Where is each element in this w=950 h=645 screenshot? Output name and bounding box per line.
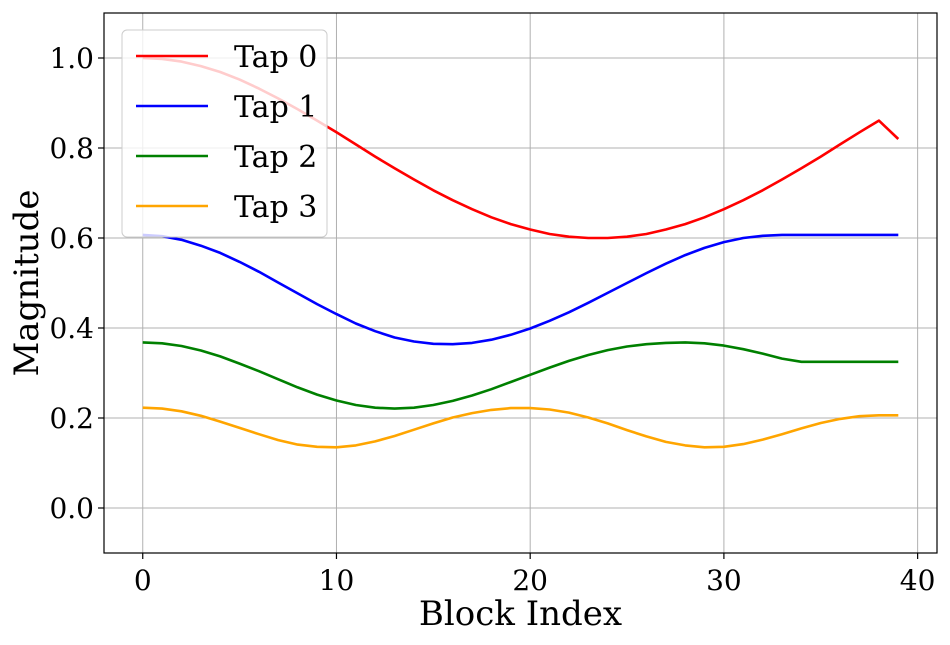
plot-frame (103, 12, 938, 554)
y-tick-label: 0.8 (49, 132, 94, 165)
y-tick-label: 0.6 (49, 222, 94, 255)
series-line-3 (142, 406, 899, 449)
grid-lines (104, 13, 937, 553)
x-tick-label: 20 (512, 564, 548, 597)
legend-label: Tap 2 (234, 140, 317, 175)
legend-box (121, 29, 328, 238)
y-tick-label: 0.4 (49, 312, 94, 345)
x-axis-title: Block Index (419, 594, 622, 634)
y-tick-label: 1.0 (49, 42, 94, 75)
axis-ticks: 0 10 20 30 40 0.0 0.2 0.4 0.6 0.8 1.0 (49, 42, 935, 597)
legend-label: Tap 0 (234, 40, 317, 75)
series-line-1 (142, 233, 899, 346)
legend: Tap 0 Tap 1 Tap 2 Tap 3 (121, 29, 328, 238)
x-tick-label: 10 (319, 564, 355, 597)
x-tick-label: 30 (706, 564, 742, 597)
y-tick-label: 0.0 (49, 492, 94, 525)
series-line-2 (142, 341, 899, 410)
x-tick-label: 0 (134, 564, 152, 597)
legend-label: Tap 1 (234, 90, 317, 125)
x-tick-label: 40 (900, 564, 936, 597)
y-tick-label: 0.2 (49, 402, 94, 435)
y-axis-title: Magnitude (7, 189, 47, 376)
legend-label: Tap 3 (234, 190, 317, 225)
